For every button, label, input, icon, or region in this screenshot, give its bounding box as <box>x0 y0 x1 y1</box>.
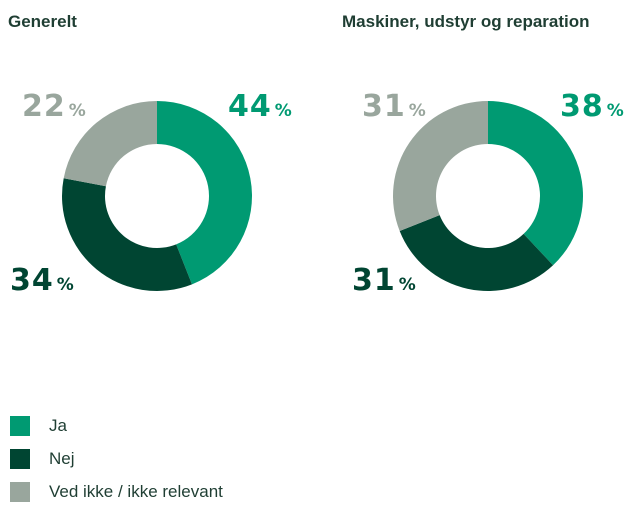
legend-swatch-ja <box>10 416 30 436</box>
donut-2-label-ved-ikke: 31% <box>362 89 426 124</box>
donut-1-label-ja-value: 44 <box>228 89 272 124</box>
donut-1-slice-ved-ikke <box>63 101 158 187</box>
donut-1-label-nej-unit: % <box>57 275 74 295</box>
legend-swatch-ved-ikke <box>10 482 30 502</box>
donut-2-slice-ved-ikke <box>393 101 488 231</box>
legend-label-nej: Nej <box>49 449 75 468</box>
chart-title-maskiner: Maskiner, udstyr og reparation <box>342 12 590 31</box>
donut-1-label-ved-ikke-value: 22 <box>22 89 66 124</box>
donut-2-label-nej: 31% <box>352 263 416 298</box>
legend: Ja Nej Ved ikke / ikke relevant <box>10 416 223 515</box>
donut-1-label-nej: 34% <box>10 263 74 298</box>
legend-item-ved-ikke: Ved ikke / ikke relevant <box>10 482 223 502</box>
donut-2-label-ved-ikke-unit: % <box>409 101 426 121</box>
donut-1-label-ved-ikke: 22% <box>22 89 86 124</box>
donut-2-label-ja: 38% <box>560 89 624 124</box>
donut-2-label-nej-unit: % <box>399 275 416 295</box>
legend-item-nej: Nej <box>10 449 223 469</box>
donut-1-label-ja-unit: % <box>275 101 292 121</box>
donut-1-slice-nej <box>61 178 192 291</box>
donut-2-label-ja-value: 38 <box>560 89 604 124</box>
donut-2-label-ja-unit: % <box>607 101 624 121</box>
donut-2-slice-nej <box>399 215 554 292</box>
donut-1-slice-ja <box>157 101 253 285</box>
legend-label-ved-ikke: Ved ikke / ikke relevant <box>49 482 223 501</box>
donut-1-label-ja: 44% <box>228 89 292 124</box>
legend-swatch-nej <box>10 449 30 469</box>
donut-1-label-ved-ikke-unit: % <box>69 101 86 121</box>
legend-item-ja: Ja <box>10 416 223 436</box>
donut-2-label-ved-ikke-value: 31 <box>362 89 406 124</box>
donut-2-slice-ja <box>488 101 583 266</box>
donut-1-label-nej-value: 34 <box>10 263 54 298</box>
legend-label-ja: Ja <box>49 416 67 435</box>
chart-title-generelt: Generelt <box>8 12 77 31</box>
donut-2-label-nej-value: 31 <box>352 263 396 298</box>
